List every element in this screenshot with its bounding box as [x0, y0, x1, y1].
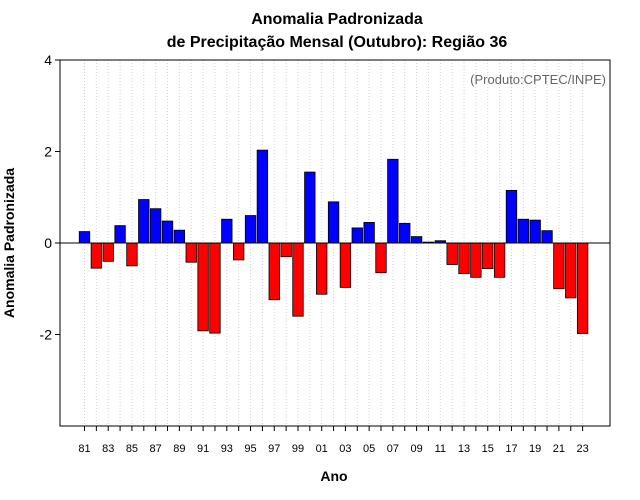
y-axis-title: Anomalia Padronizada	[1, 168, 17, 318]
bar-95	[244, 215, 257, 244]
x-tick-label: 19	[529, 443, 541, 455]
bar-17	[505, 189, 518, 244]
y-tick-label: 4	[44, 52, 52, 68]
bar-19	[529, 219, 541, 244]
bar-21	[553, 242, 565, 290]
x-tick-label: 17	[505, 443, 517, 455]
bar-05	[363, 222, 375, 244]
x-tick-label: 85	[126, 443, 138, 455]
bar-07	[387, 158, 399, 244]
chart-subtitle: de Precipitação Mensal (Outubro): Região…	[167, 34, 508, 51]
bar-18	[517, 218, 529, 244]
x-tick-label: 15	[482, 443, 494, 455]
bar-89	[173, 229, 186, 244]
x-tick-label: 81	[78, 443, 90, 455]
bar-90	[185, 242, 197, 263]
bar-82	[90, 242, 103, 269]
x-tick-label: 13	[458, 443, 470, 455]
bar-99	[292, 242, 304, 317]
x-tick-label: 03	[339, 443, 351, 455]
bar-85	[126, 242, 138, 267]
bar-09	[410, 236, 423, 244]
bar-97	[268, 242, 280, 301]
bar-02	[327, 201, 340, 244]
bar-03	[339, 242, 352, 288]
bar-83	[102, 242, 114, 262]
x-tick-label: 91	[197, 443, 209, 455]
bar-92	[209, 242, 221, 334]
bar-87	[150, 208, 162, 244]
x-axis-title: Ano	[320, 468, 347, 484]
bar-96	[256, 149, 269, 244]
x-tick-label: 05	[363, 443, 375, 455]
x-tick-label: 01	[316, 443, 328, 455]
y-tick-label: -2	[40, 327, 53, 343]
x-tick-label: 87	[150, 443, 162, 455]
bar-04	[351, 227, 363, 244]
bar-20	[541, 230, 553, 244]
bar-23	[576, 242, 589, 334]
x-tick-label: 89	[173, 443, 185, 455]
bar-16	[493, 242, 506, 278]
x-tick-label: 95	[244, 443, 256, 455]
bar-12	[446, 242, 458, 265]
x-tick-label: 97	[268, 443, 280, 455]
x-tick-label: 93	[221, 443, 233, 455]
bar-14	[470, 242, 482, 278]
source-annotation: (Produto:CPTEC/INPE)	[470, 72, 606, 87]
yticks-layer: 4 2 0 -2	[40, 52, 60, 343]
bar-81	[78, 231, 91, 244]
bar-93	[221, 218, 233, 244]
bar-91	[197, 242, 209, 332]
x-tick-label: 21	[553, 443, 565, 455]
bar-98	[280, 242, 292, 258]
bar-22	[565, 242, 577, 299]
bar-94	[233, 242, 245, 261]
x-tick-label: 09	[410, 443, 422, 455]
bar-84	[114, 225, 126, 244]
bar-08	[399, 222, 411, 244]
bar-88	[161, 220, 174, 244]
bar-86	[138, 199, 150, 244]
bar-06	[375, 242, 387, 274]
xticks-layer: 81 83 85 87 89 91 93 95 97 99 01 03 05 07 09 11 13 15 17 19…	[78, 426, 589, 455]
x-tick-label: 11	[435, 443, 446, 455]
bar-00	[304, 171, 316, 244]
x-tick-label: 23	[576, 443, 588, 455]
bar-13	[458, 242, 470, 275]
y-tick-label: 0	[44, 235, 52, 251]
x-tick-label: 99	[292, 443, 304, 455]
bar-15	[482, 242, 494, 270]
y-tick-label: 2	[44, 144, 52, 160]
chart-title: Anomalia Padronizada	[251, 11, 423, 28]
x-tick-label: 83	[102, 443, 114, 455]
x-tick-label: 07	[387, 443, 399, 455]
bar-01	[316, 242, 328, 295]
bars-layer	[78, 149, 589, 334]
